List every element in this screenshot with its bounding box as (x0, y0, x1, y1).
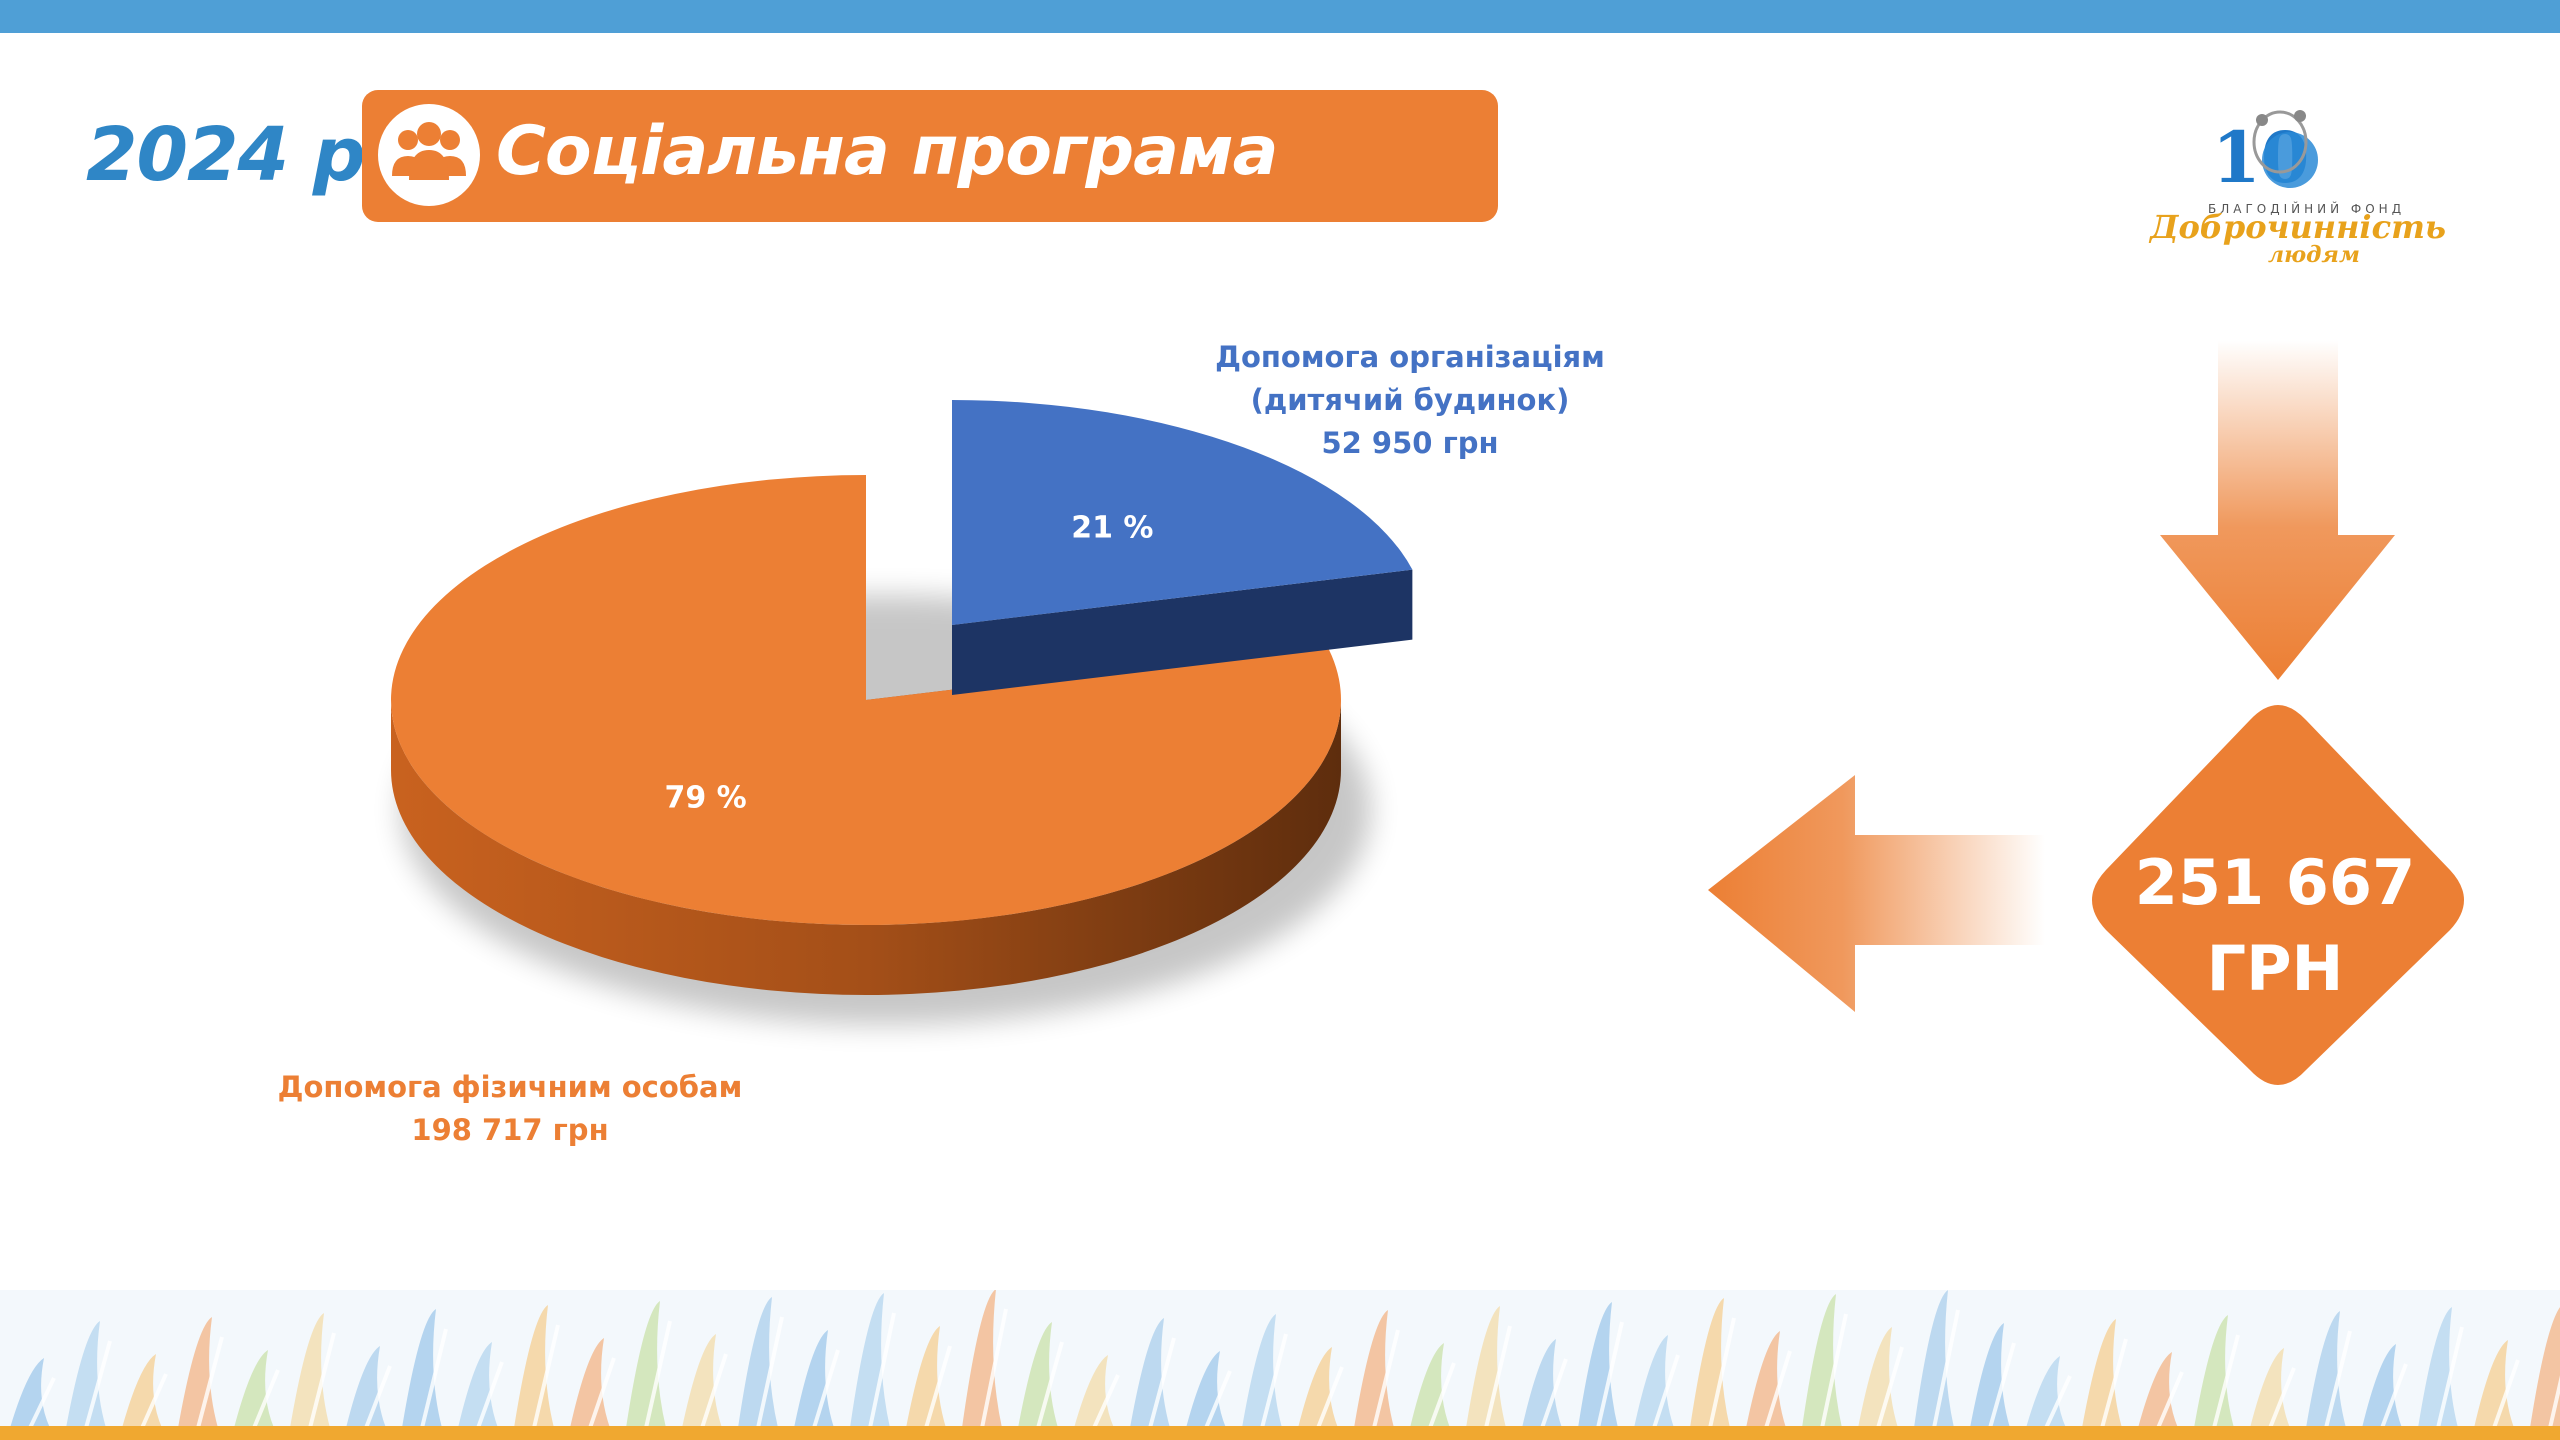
bottom-accent-bar (0, 1426, 2560, 1440)
total-unit: ГРН (2206, 932, 2344, 1005)
people-group-icon (378, 104, 480, 206)
logo-name: Доброчинність (2150, 208, 2447, 246)
pie-slice-individuals: 79 % (390, 475, 1341, 995)
slice-label-individuals-line1: Допомога фізичним особам (277, 1070, 743, 1104)
slice-label-organizations-line2: (дитячий будинок) (1250, 383, 1570, 417)
year-title: 2024 р. (86, 112, 393, 198)
slice-amount-organizations: 52 950 грн (1321, 426, 1499, 460)
title-banner: Соціальна програма (362, 90, 1498, 222)
total-diamond (2092, 705, 2464, 1085)
down-arrow-icon (2160, 340, 2395, 680)
pie-slice-organizations: 21 % (952, 400, 1413, 695)
logo-caption: БЛАГОДІЙНИЙ ФОНД (2208, 202, 2406, 216)
total-amount: 251 667 (2134, 846, 2416, 919)
slice-label-organizations-line1: Допомога організаціям (1215, 340, 1605, 374)
slice-percent-label: 79 % (664, 781, 746, 816)
top-accent-bar (0, 0, 2560, 33)
foundation-logo: 10 БЛАГОДІЙНИЙ ФОНД Доброчинність людям (2140, 102, 2446, 272)
decorative-footer-pattern (0, 1290, 2560, 1428)
slice-amount-individuals: 198 717 грн (411, 1113, 609, 1147)
slice-label-individuals: Допомога фізичним особам 198 717 грн (240, 1066, 780, 1152)
slice-label-organizations: Допомога організаціям (дитячий будинок) … (1160, 336, 1660, 465)
slice-percent-label: 21 % (1071, 510, 1153, 545)
total-amount-box: 251 667 ГРН (2080, 840, 2470, 1020)
logo-subtitle: людям (2268, 242, 2360, 268)
logo-emblem-icon: 10 (2212, 110, 2318, 199)
page-title: Соціальна програма (496, 112, 1278, 191)
left-arrow-icon (1708, 775, 2045, 1012)
